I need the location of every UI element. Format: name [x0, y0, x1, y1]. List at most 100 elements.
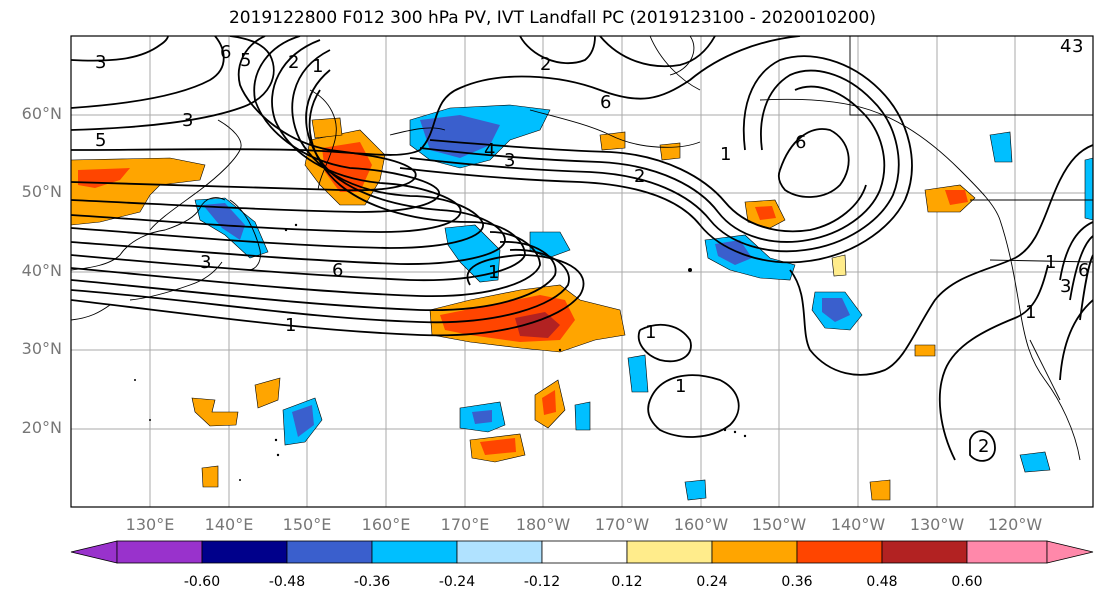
contour-line [71, 39, 462, 233]
colorbar-segment [371, 540, 458, 564]
contour-label: 2 [634, 166, 645, 187]
contour-label: 5 [95, 130, 106, 151]
shade-patch [914, 344, 936, 357]
contour-label: 3 [95, 52, 106, 73]
shade-patch [254, 377, 281, 409]
contour-line [419, 85, 886, 243]
contour-line [71, 241, 557, 311]
contour-line [71, 36, 417, 192]
shade-patch [444, 224, 501, 283]
lon-label-130w: 130°W [909, 515, 965, 534]
colorbar-tick-label: -0.60 [183, 574, 221, 590]
shade-patch [684, 479, 707, 501]
shade-patch [989, 131, 1013, 163]
shade-patch [755, 206, 776, 220]
contour-line [399, 55, 913, 264]
contour-line [969, 430, 996, 462]
colorbar-tick-label: 0.60 [951, 574, 983, 590]
colorbar-segment [626, 540, 713, 564]
contour-line [71, 36, 275, 131]
colorbar-tick-label: -0.24 [438, 574, 476, 590]
contour-label: 1 [645, 322, 656, 343]
coastline [649, 36, 701, 91]
lat-label-60n: 60°N [21, 104, 62, 123]
colorbar-tick-label: 0.48 [866, 574, 898, 590]
colorbar-tick-label: 0.12 [611, 574, 643, 590]
contour-line [71, 36, 225, 109]
contour-line [71, 254, 585, 337]
contour-label: 3 [200, 252, 211, 273]
contour-label: 6 [600, 92, 611, 113]
colorbar-tick-label: -0.36 [353, 574, 391, 590]
contour-label: 6 [220, 42, 231, 63]
contour-line [637, 323, 692, 363]
colorbar-tick-label: -0.12 [523, 574, 561, 590]
colorbar-segment [286, 540, 373, 564]
contour-line [519, 36, 596, 65]
lon-label-120w: 120°W [987, 515, 1043, 534]
coastline-layer [71, 36, 1093, 461]
map-frame [70, 35, 1094, 508]
shade-patch [472, 410, 492, 424]
contour-line [777, 128, 850, 198]
contour-label: 4 [484, 140, 495, 161]
contour-label: 2 [540, 54, 551, 75]
lon-label-170w: 170°W [594, 515, 650, 534]
colorbar-segment [881, 540, 968, 564]
shade-patch [420, 115, 500, 158]
contour-label: 1 [1045, 252, 1056, 273]
shade-patch [515, 312, 560, 338]
shade-patch [574, 401, 591, 431]
coastline [999, 219, 1081, 461]
contour-line [1069, 235, 1093, 301]
contour-label: 1 [312, 56, 323, 77]
shade-patch [311, 117, 343, 139]
coastline [71, 304, 111, 321]
lon-label-180w: 180°W [515, 515, 571, 534]
shade-patch [659, 142, 681, 161]
lat-label-50n: 50°N [21, 182, 62, 201]
shade-patch [542, 390, 556, 415]
contour-label: 6 [332, 260, 343, 281]
lon-label-150e: 150°E [282, 515, 332, 534]
shade-patch [822, 298, 850, 322]
lon-label-140e: 140°E [204, 515, 254, 534]
coastline [1029, 339, 1061, 401]
colorbar-segment [456, 540, 543, 564]
contour-label: 2 [288, 52, 299, 73]
lon-label-160e: 160°E [361, 515, 411, 534]
contour-line [789, 144, 1093, 376]
contour-line [938, 264, 1049, 461]
contour-label: 2 [978, 436, 989, 457]
shade-patch [945, 190, 968, 205]
colorbar-extend-low [70, 540, 118, 564]
lon-label-130e: 130°E [125, 515, 175, 534]
colorbar-segment [541, 540, 628, 564]
contour-label: 6 [795, 132, 806, 153]
contour-line [71, 36, 801, 156]
contour-label: 1 [488, 262, 499, 283]
shade-patch [599, 131, 626, 151]
contour-label: 3 [504, 150, 515, 171]
island-layer [134, 223, 747, 481]
lon-label-160w: 160°W [673, 515, 729, 534]
shade-patch [1019, 451, 1051, 473]
contour-line [1059, 221, 1093, 281]
contour-label: 5 [240, 50, 251, 71]
contour-label: 4 [1060, 36, 1071, 57]
contour-label: 1 [285, 315, 296, 336]
coastline [529, 109, 701, 148]
contour-line [71, 36, 169, 62]
shading-layer [71, 104, 1093, 501]
shade-patch [869, 479, 891, 501]
colorbar-tick-label: 0.36 [781, 574, 813, 590]
shade-patch [627, 354, 649, 393]
colorbar-tick-label: 0.24 [696, 574, 728, 590]
contour-line [71, 249, 570, 324]
colorbar-segment [796, 540, 883, 564]
contour-label: 6 [1078, 260, 1089, 281]
colorbar-segment [201, 540, 288, 564]
coastline [229, 199, 261, 271]
lon-label-150w: 150°W [751, 515, 807, 534]
